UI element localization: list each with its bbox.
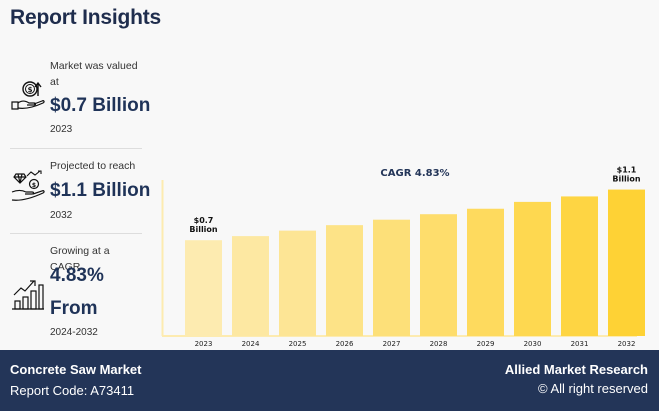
bar-2031	[561, 196, 598, 336]
stat-label: Market was valued at	[50, 58, 138, 90]
stat-value: $0.7 Billion	[50, 95, 151, 116]
copyright: © All right reserved	[537, 381, 648, 396]
bar-2026	[326, 225, 363, 336]
stat-year: 2024-2032	[50, 327, 98, 338]
footer: Concrete Saw Market Report Code: A73411 …	[0, 350, 659, 411]
data-label: Billion	[189, 225, 218, 234]
x-tick-label: 2025	[289, 340, 307, 348]
bar-2027	[373, 219, 410, 336]
bar-2032	[608, 189, 645, 336]
svg-text:$: $	[28, 86, 33, 94]
bar-2023	[185, 240, 222, 336]
x-tick-label: 2030	[524, 340, 542, 348]
data-label: $1.1	[617, 166, 637, 175]
x-tick-label: 2024	[242, 340, 260, 348]
svg-text:$: $	[32, 182, 36, 189]
stat-projected-value: $ Projected to reach $1.1 Billion 2032	[10, 158, 150, 224]
stat-year: 2032	[50, 210, 73, 221]
stat-value: 4.83%	[50, 265, 104, 286]
x-tick-label: 2029	[477, 340, 495, 348]
brand-name: Allied Market Research	[504, 362, 648, 377]
x-tick-label: 2028	[430, 340, 448, 348]
growth-bar-chart-icon	[12, 280, 44, 310]
diamond-hand-icon: $	[11, 170, 45, 201]
x-tick-label: 2026	[336, 340, 354, 348]
stat-label: Growing at a CAGR	[50, 245, 110, 273]
bar-2030	[514, 201, 551, 336]
divider	[10, 148, 142, 149]
stat-value-from: From	[50, 298, 98, 319]
bar-chart: CAGR 4.83% 2023 2024 2025 2026 2027 2028 2029 2…	[161, 166, 645, 348]
chart-title: CAGR 4.83%	[380, 168, 449, 179]
stat-value: $1.1 Billion	[50, 180, 151, 201]
money-hand-growth-icon: $	[11, 81, 45, 110]
bar-2024	[232, 236, 269, 336]
stat-label: Projected to reach	[50, 160, 136, 172]
x-tick-label: 2023	[195, 340, 213, 348]
stat-label-line2: at	[50, 76, 59, 88]
bar-2029	[467, 208, 504, 336]
report-code: Report Code: A73411	[10, 383, 135, 398]
stat-market-value: $ Market was valued at $0.7 Billion 2023	[10, 58, 150, 140]
data-label: Billion	[612, 175, 641, 184]
x-tick-label: 2031	[571, 340, 589, 348]
data-label: $0.7	[194, 216, 214, 225]
x-tick-label: 2032	[618, 340, 636, 348]
stat-year: 2023	[50, 124, 73, 135]
bar-2028	[420, 214, 457, 336]
x-tick-label: 2027	[383, 340, 401, 348]
divider	[10, 233, 142, 234]
market-name: Concrete Saw Market	[10, 362, 142, 377]
stat-cagr: Growing at a CAGR 4.83% From 2024-2032	[10, 243, 142, 343]
page-title: Report Insights	[10, 6, 162, 29]
stat-label-line1: Market was valued	[50, 60, 138, 72]
bar-2025	[279, 230, 316, 336]
